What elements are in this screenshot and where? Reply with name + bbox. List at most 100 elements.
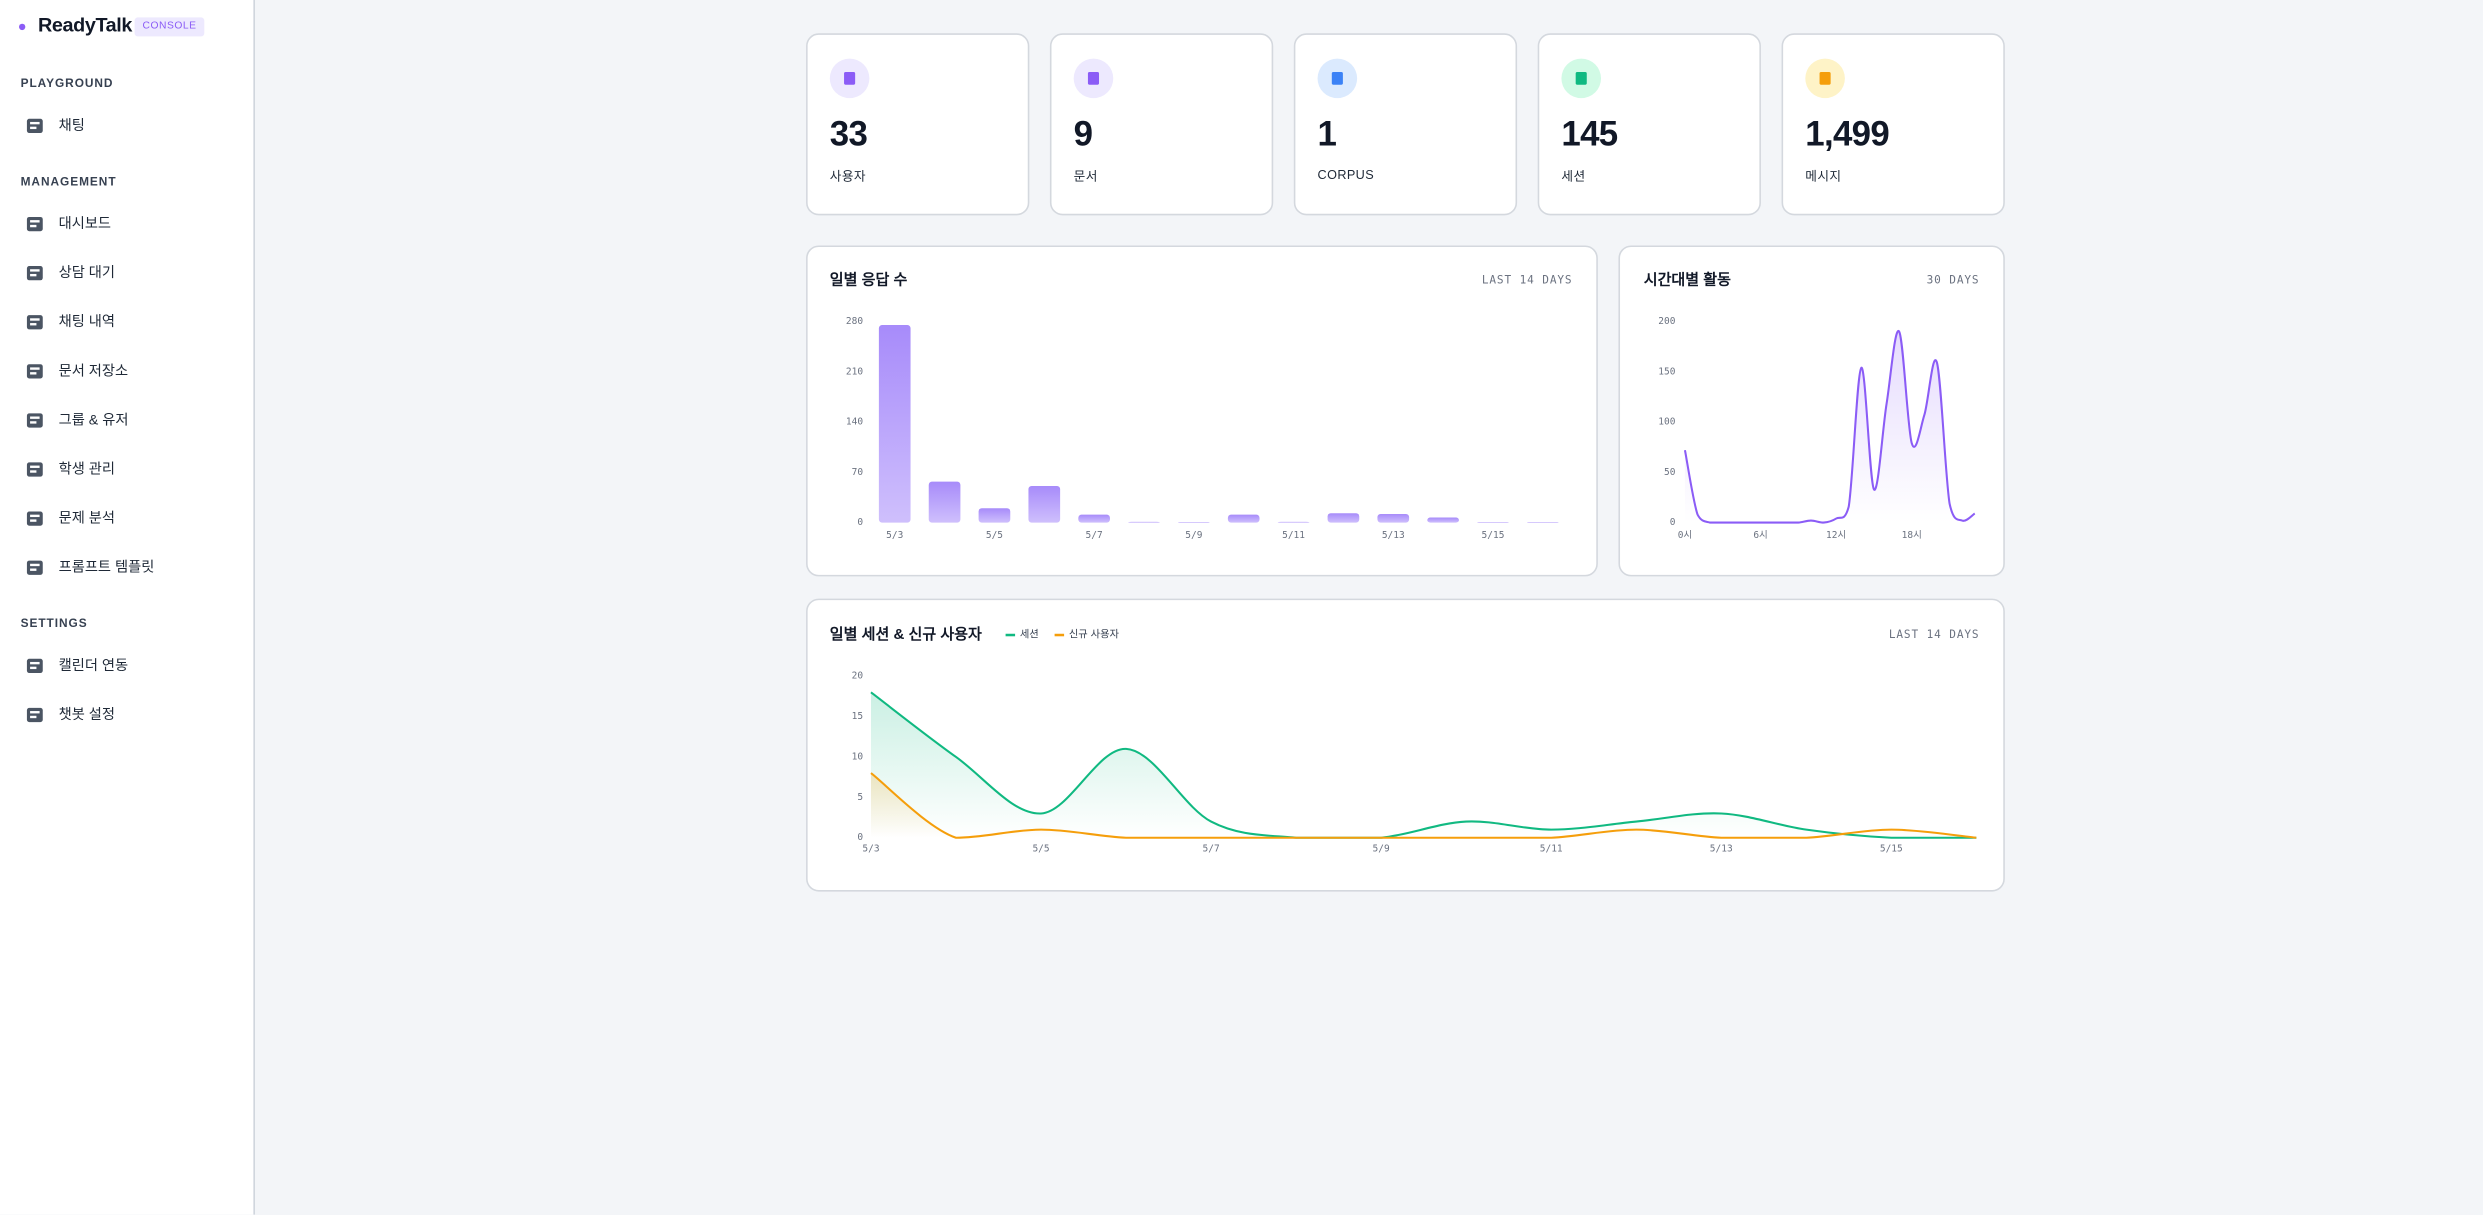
y-tick-label: 0 xyxy=(1670,517,1676,528)
nav-icon[interactable] xyxy=(25,409,44,428)
nav-item[interactable]: 학생 관리 xyxy=(58,460,116,477)
nav-item[interactable]: 프롬프트 템플릿 xyxy=(58,559,155,575)
nav-icon[interactable] xyxy=(25,359,44,379)
nav-item[interactable]: 문서 저장소 xyxy=(58,362,129,379)
y-tick-label: 280 xyxy=(846,316,863,327)
nav-icon[interactable] xyxy=(25,654,44,674)
chart-title: 시간대별 활동 xyxy=(1644,270,1731,288)
stat-icon xyxy=(1805,58,1845,99)
chart-card xyxy=(806,598,2005,892)
line xyxy=(870,691,1977,839)
nav-icon[interactable] xyxy=(25,556,44,575)
stat-icon xyxy=(1073,58,1114,99)
nav-item[interactable]: 상담 대기 xyxy=(58,264,116,281)
y-tick-label: 150 xyxy=(1658,366,1675,377)
stat-label: 메시지 xyxy=(1805,169,1842,184)
nav-item[interactable]: 대시보드 xyxy=(58,215,112,232)
nav-item[interactable]: 채팅 내역 xyxy=(58,313,116,330)
y-tick-label: 140 xyxy=(846,417,863,428)
stat-icon xyxy=(1317,58,1358,99)
legend-label: 세션 xyxy=(1020,629,1039,641)
y-tick-label: 50 xyxy=(1664,467,1676,478)
nav-icon[interactable] xyxy=(25,458,44,477)
bar xyxy=(1427,517,1459,523)
bar xyxy=(1527,521,1559,523)
x-tick-label: 5/7 xyxy=(1203,843,1220,854)
chart-title: 일별 응답 수 xyxy=(830,270,908,288)
chart-subtitle: LAST 14 DAYS xyxy=(1889,628,1980,641)
nav-item[interactable]: 문제 분석 xyxy=(58,509,116,526)
stat-icon xyxy=(829,58,870,99)
y-tick-label: 5 xyxy=(857,792,863,803)
x-tick-label: 5/11 xyxy=(1282,530,1305,541)
stat-value: 33 xyxy=(829,114,868,154)
stat-card: 1,499 메시지 xyxy=(1781,33,2005,216)
x-tick-label: 5/11 xyxy=(1540,843,1563,854)
nav-icon[interactable] xyxy=(25,310,44,330)
x-tick-label: 5/15 xyxy=(1880,843,1903,854)
nav-item[interactable]: 그룹 & 유저 xyxy=(58,411,129,428)
stat-label: 세션 xyxy=(1561,169,1586,184)
stat-label: CORPUS xyxy=(1317,167,1375,183)
x-tick-label: 5/3 xyxy=(862,843,879,854)
legend-label: 신규 사용자 xyxy=(1069,629,1120,641)
brand-dot xyxy=(19,23,26,31)
bar xyxy=(978,508,1011,523)
bar xyxy=(1477,521,1509,523)
stat-card: 1 CORPUS xyxy=(1293,33,1518,216)
x-tick-label: 0시 xyxy=(1678,530,1692,541)
stat-value: 1 xyxy=(1317,114,1337,154)
bar xyxy=(1178,521,1210,523)
nav-icon[interactable] xyxy=(25,703,44,723)
y-tick-label: 10 xyxy=(852,751,864,762)
nav-icon[interactable] xyxy=(25,261,44,281)
chart-subtitle: 30 DAYS xyxy=(1927,273,1980,286)
nav-icon[interactable] xyxy=(25,507,44,526)
x-tick-label: 5/9 xyxy=(1185,530,1202,541)
x-tick-label: 5/15 xyxy=(1482,530,1505,541)
bar xyxy=(928,481,961,523)
x-tick-label: 5/13 xyxy=(1382,530,1405,541)
x-tick-label: 6시 xyxy=(1753,530,1767,541)
x-tick-label: 5/13 xyxy=(1710,843,1733,854)
bar xyxy=(1227,514,1260,523)
x-tick-label: 5/5 xyxy=(986,530,1003,541)
x-tick-label: 5/3 xyxy=(886,530,903,541)
section-title: SETTINGS xyxy=(20,616,88,631)
section-title: PLAYGROUND xyxy=(20,76,114,91)
bar xyxy=(1377,513,1410,523)
badge: CONSOLE xyxy=(134,17,205,37)
nav-item[interactable]: 채팅 xyxy=(58,117,85,134)
sidebar: ReadyTalk CONSOLE PLAYGROUND 채팅 MANAGEMENT… xyxy=(0,0,255,1215)
nav-icon[interactable] xyxy=(25,212,44,232)
y-tick-label: 100 xyxy=(1658,417,1675,428)
y-tick-label: 0 xyxy=(857,832,863,843)
nav-item[interactable]: 챗봇 설정 xyxy=(58,706,116,723)
bar xyxy=(1128,521,1160,523)
stat-label: 문서 xyxy=(1073,169,1098,184)
stat-card: 145 세션 xyxy=(1537,33,1761,216)
chart-subtitle: LAST 14 DAYS xyxy=(1482,273,1573,286)
nav-icon[interactable] xyxy=(25,114,44,134)
stat-icon xyxy=(1561,58,1602,99)
x-tick-label: 12시 xyxy=(1826,530,1846,541)
x-tick-label: 5/5 xyxy=(1032,843,1049,854)
stat-card: 33 사용자 xyxy=(806,33,1030,216)
chart-title: 일별 세션 & 신규 사용자 xyxy=(830,625,982,643)
line-area xyxy=(1684,330,1975,523)
line-area xyxy=(870,692,1977,838)
y-tick-label: 200 xyxy=(1658,316,1675,327)
bar xyxy=(1078,514,1110,523)
stat-label: 사용자 xyxy=(829,169,866,184)
bar xyxy=(1028,485,1061,523)
stat-value: 9 xyxy=(1073,114,1093,154)
x-tick-label: 5/9 xyxy=(1373,843,1390,854)
y-tick-label: 20 xyxy=(852,671,864,682)
nav-item[interactable]: 캘린더 연동 xyxy=(58,657,129,674)
y-tick-label: 70 xyxy=(852,467,864,478)
bar xyxy=(1277,521,1310,523)
bar xyxy=(1327,513,1360,523)
y-tick-label: 210 xyxy=(846,366,863,377)
